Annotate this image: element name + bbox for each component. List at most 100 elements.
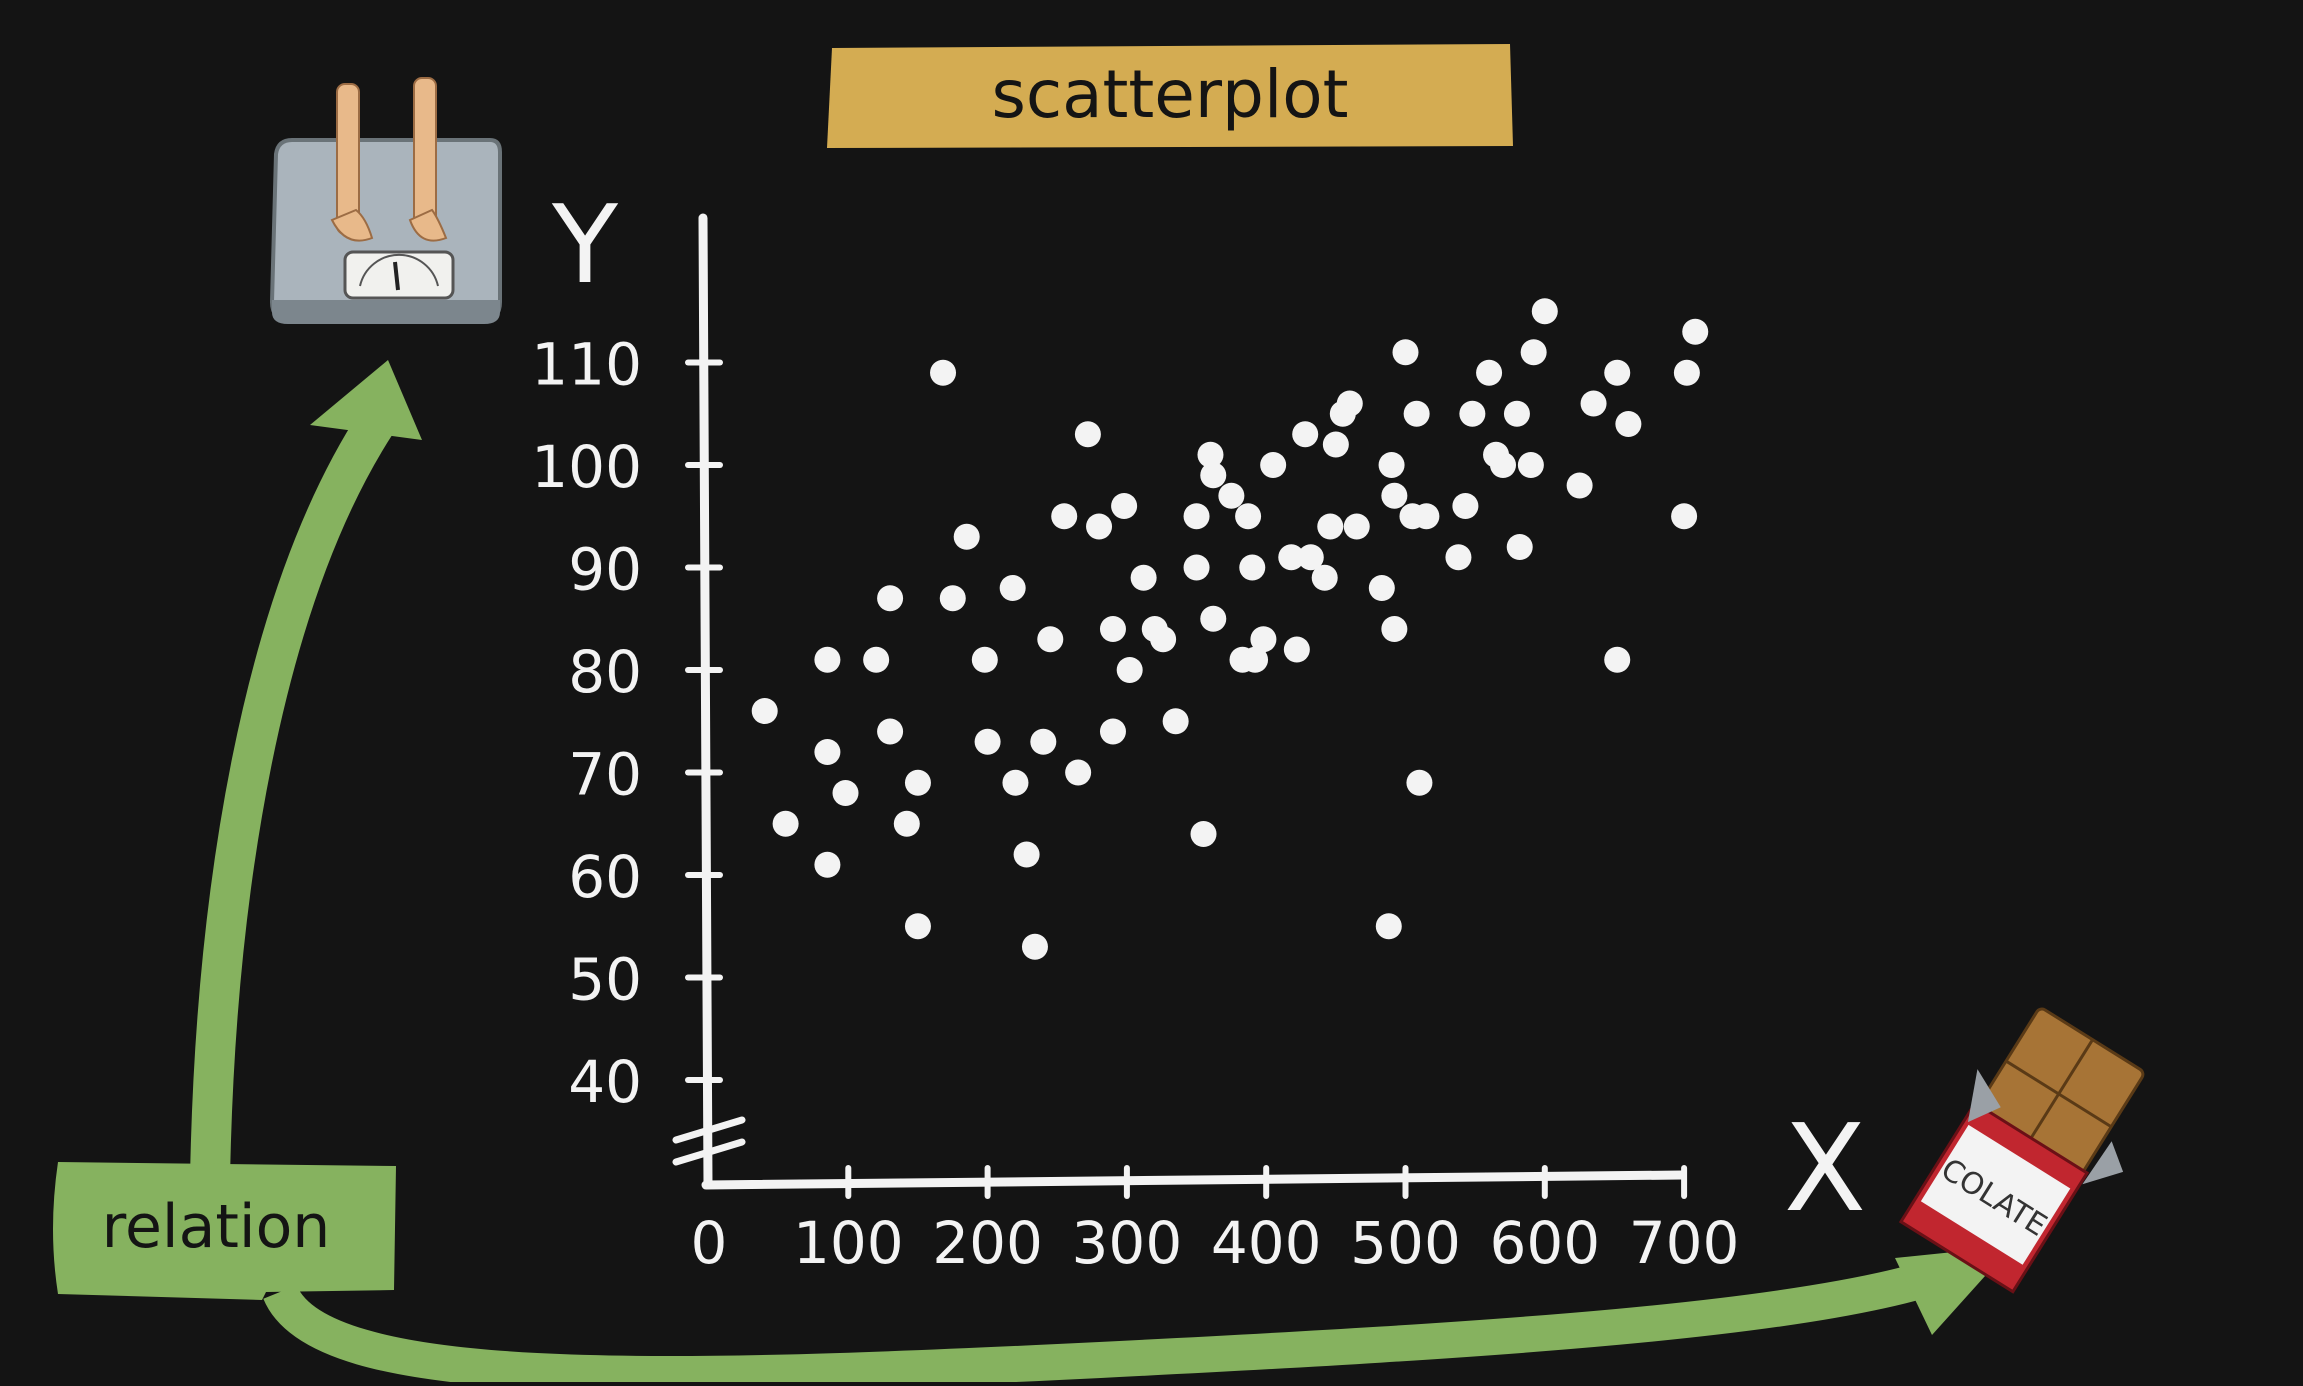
data-point xyxy=(971,646,998,673)
x-tick-label: 600 xyxy=(1489,1209,1600,1277)
data-point xyxy=(1682,318,1709,345)
data-point xyxy=(1403,400,1430,427)
data-point xyxy=(1531,298,1558,325)
data-point xyxy=(1183,554,1210,581)
x-tick-label: 700 xyxy=(1629,1209,1740,1277)
data-point xyxy=(877,718,904,745)
y-axis-ticks: 40 50 60 70 80 90 100 110 xyxy=(531,331,723,1116)
y-axis-label: Y xyxy=(551,183,619,308)
data-points xyxy=(751,298,1709,960)
data-point xyxy=(1476,359,1503,386)
data-point xyxy=(1200,462,1227,489)
data-point xyxy=(1311,564,1338,591)
data-point xyxy=(1116,657,1143,683)
data-point xyxy=(1013,841,1040,868)
data-point xyxy=(1065,759,1092,786)
data-point xyxy=(1336,390,1363,417)
data-point xyxy=(877,585,904,612)
y-tick-label: 60 xyxy=(568,843,642,911)
data-point xyxy=(1218,482,1245,509)
y-tick-label: 100 xyxy=(531,433,642,501)
data-point xyxy=(1051,503,1078,530)
data-point xyxy=(1375,913,1402,940)
data-point xyxy=(1406,769,1433,796)
data-point xyxy=(1517,452,1544,478)
data-point xyxy=(1297,544,1324,571)
chart-title: scatterplot xyxy=(991,56,1348,133)
data-point xyxy=(930,359,957,386)
data-point xyxy=(1506,534,1533,560)
data-point xyxy=(953,523,980,550)
x-tick-label: 200 xyxy=(932,1209,1043,1277)
y-tick-label: 70 xyxy=(568,741,642,809)
data-point xyxy=(1190,821,1217,847)
x-tick-label: 0 xyxy=(691,1209,728,1277)
data-point xyxy=(863,646,890,673)
data-point xyxy=(1381,482,1408,509)
data-point xyxy=(1130,564,1157,591)
data-point xyxy=(1037,626,1064,653)
chart-axes xyxy=(672,213,1687,1190)
y-tick-label: 80 xyxy=(568,638,642,706)
data-point xyxy=(1322,431,1349,458)
data-point xyxy=(1392,339,1419,366)
data-point xyxy=(1197,441,1224,468)
data-point xyxy=(1292,421,1319,448)
data-point xyxy=(1604,646,1631,673)
data-point xyxy=(939,585,966,612)
x-tick-label: 400 xyxy=(1211,1209,1322,1277)
data-point xyxy=(1030,728,1057,755)
bathroom-scale-with-feet-icon xyxy=(269,77,502,324)
data-point xyxy=(1317,513,1344,540)
data-point xyxy=(1002,769,1029,796)
data-point xyxy=(1239,554,1266,581)
relation-label: relation xyxy=(102,1192,331,1262)
data-point xyxy=(1520,339,1547,366)
data-point xyxy=(1490,452,1517,478)
data-point xyxy=(1242,646,1269,673)
data-point xyxy=(1200,605,1227,632)
data-point xyxy=(1250,626,1277,653)
data-point xyxy=(1413,503,1440,530)
x-axis-ticks: 0 100 200 300 400 500 600 700 xyxy=(691,1165,1740,1277)
x-tick-label: 100 xyxy=(793,1209,904,1277)
data-point xyxy=(1111,493,1138,519)
data-point xyxy=(1150,626,1177,653)
data-point xyxy=(1452,493,1479,519)
data-point xyxy=(1604,359,1631,386)
data-point xyxy=(1235,503,1262,530)
data-point xyxy=(1566,472,1593,499)
data-point xyxy=(1580,390,1607,417)
y-tick-label: 90 xyxy=(568,536,642,604)
chocolate-bar-icon: COLATE xyxy=(1898,1007,2145,1294)
data-point xyxy=(1283,636,1310,663)
data-point xyxy=(1099,718,1126,745)
data-point xyxy=(1183,503,1210,530)
y-axis-line xyxy=(698,213,713,1190)
data-point xyxy=(1162,708,1189,735)
data-point xyxy=(1615,411,1642,437)
data-point xyxy=(1378,452,1405,478)
title-banner: scatterplot xyxy=(827,44,1513,148)
x-tick-label: 500 xyxy=(1350,1209,1461,1277)
data-point xyxy=(904,769,931,796)
data-point xyxy=(814,739,841,765)
data-point xyxy=(904,913,931,940)
data-point xyxy=(1459,400,1486,427)
relation-label-box: relation xyxy=(53,1162,396,1300)
data-point xyxy=(1673,359,1700,386)
data-point xyxy=(751,698,778,724)
x-axis-label: X xyxy=(1784,1100,1866,1239)
data-point xyxy=(1260,452,1287,478)
x-tick-label: 300 xyxy=(1072,1209,1183,1277)
data-point xyxy=(1021,933,1048,960)
data-point xyxy=(1074,421,1101,448)
data-point xyxy=(1368,575,1395,601)
data-point xyxy=(1671,503,1698,530)
data-point xyxy=(1278,544,1305,571)
data-point xyxy=(1343,513,1370,540)
y-axis-break xyxy=(672,1116,746,1166)
y-tick-label: 40 xyxy=(568,1048,642,1116)
